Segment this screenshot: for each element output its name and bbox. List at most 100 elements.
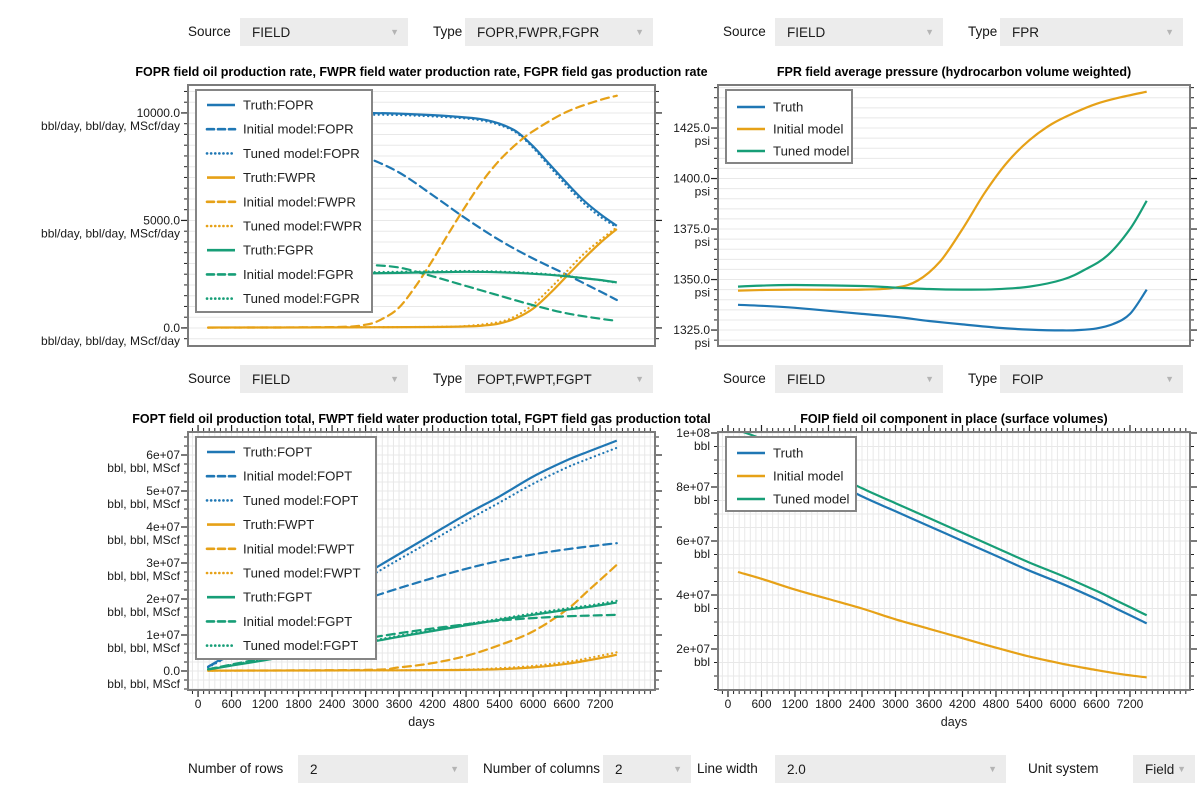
svg-text:1425.0: 1425.0 [673,121,710,135]
source-label-3: Source [188,371,231,386]
chevron-down-icon: ▼ [390,374,399,384]
svg-text:Truth: Truth [773,100,803,115]
type-select-4[interactable]: FOIP ▼ [1000,365,1183,393]
columns-select[interactable]: 2 ▼ [603,755,691,783]
svg-text:Initial model: Initial model [773,122,843,137]
svg-text:4200: 4200 [419,697,446,711]
svg-text:Truth:FGPR: Truth:FGPR [243,243,314,258]
type-select-2-value: FPR [1012,24,1039,40]
chevron-down-icon: ▼ [450,764,459,774]
source-select-3-value: FIELD [252,371,291,387]
svg-text:3000: 3000 [352,697,379,711]
svg-text:1375.0: 1375.0 [673,222,710,236]
svg-text:bbl: bbl [694,547,710,561]
source-select-2[interactable]: FIELD ▼ [775,18,943,46]
svg-text:2e+07: 2e+07 [676,642,710,656]
svg-text:3600: 3600 [386,697,413,711]
svg-text:Initial model:FOPT: Initial model:FOPT [243,469,352,484]
columns-select-value: 2 [615,761,623,777]
type-label-2: Type [968,24,998,39]
svg-text:psi: psi [695,134,710,148]
line-width-select[interactable]: 2.0 ▼ [775,755,1006,783]
chevron-down-icon: ▼ [635,374,644,384]
svg-text:1800: 1800 [815,697,842,711]
line-width-select-value: 2.0 [787,761,806,777]
unit-system-select-value: Field [1145,761,1175,777]
unit-system-select[interactable]: Field ▼ [1133,755,1195,783]
type-select-2[interactable]: FPR ▼ [1000,18,1183,46]
svg-text:days: days [408,715,434,729]
svg-text:6e+07: 6e+07 [146,448,180,462]
svg-text:Tuned model: Tuned model [773,492,850,507]
chevron-down-icon: ▼ [988,764,997,774]
chevron-down-icon: ▼ [390,27,399,37]
unit-system-label: Unit system [1028,761,1099,776]
svg-text:7200: 7200 [1117,697,1144,711]
source-select-3[interactable]: FIELD ▼ [240,365,408,393]
svg-text:Truth:FOPR: Truth:FOPR [243,98,314,113]
svg-text:Initial model:FGPR: Initial model:FGPR [243,267,354,282]
fpr-series [737,90,1148,332]
fopt-fwpt-fgpt-legend: Truth:FOPT Initial model:FOPT Tuned model:… [195,436,377,660]
svg-text:Tuned model:FOPR: Tuned model:FOPR [243,146,360,161]
source-select-4-value: FIELD [787,371,826,387]
rows-label: Number of rows [188,761,284,776]
svg-text:1e+07: 1e+07 [146,628,180,642]
svg-text:6000: 6000 [520,697,547,711]
type-select-1[interactable]: FOPR,FWPR,FGPR ▼ [465,18,653,46]
svg-text:Tuned model:FWPT: Tuned model:FWPT [243,566,361,581]
svg-text:600: 600 [222,697,242,711]
chevron-down-icon: ▼ [635,27,644,37]
svg-text:FOIP field oil component in pl: FOIP field oil component in place (surfa… [800,412,1107,426]
fpr-chart: 1425.0psi1400.0psi1375.0psi1350.0psi1325… [673,65,1197,350]
svg-text:Tuned model:FGPR: Tuned model:FGPR [243,291,360,306]
rows-select[interactable]: 2 ▼ [298,755,468,783]
svg-text:5e+07: 5e+07 [146,484,180,498]
type-label-4: Type [968,371,998,386]
columns-label: Number of columns [483,761,601,776]
type-select-4-value: FOIP [1012,371,1044,387]
svg-text:5000.0: 5000.0 [143,213,180,227]
source-select-1[interactable]: FIELD ▼ [240,18,408,46]
fopr-fwpr-fgpr-legend: Truth:FOPR Initial model:FOPR Tuned model:… [195,89,373,313]
svg-text:bbl, bbl, MScf: bbl, bbl, MScf [107,605,180,619]
svg-text:0: 0 [725,697,732,711]
chevron-down-icon: ▼ [1165,27,1174,37]
svg-text:2e+07: 2e+07 [146,592,180,606]
svg-text:bbl, bbl, MScf: bbl, bbl, MScf [107,641,180,655]
svg-text:3000: 3000 [882,697,909,711]
source-select-1-value: FIELD [252,24,291,40]
source-select-4[interactable]: FIELD ▼ [775,365,943,393]
type-select-3[interactable]: FOPT,FWPT,FGPT ▼ [465,365,653,393]
chevron-down-icon: ▼ [1165,374,1174,384]
line-width-label: Line width [697,761,758,776]
svg-text:bbl: bbl [694,655,710,669]
svg-text:1e+08: 1e+08 [676,426,710,440]
svg-text:4200: 4200 [949,697,976,711]
svg-text:FOPT field oil production tota: FOPT field oil production total, FWPT fi… [132,412,710,426]
svg-text:days: days [941,715,967,729]
svg-text:FPR field average pressure (hy: FPR field average pressure (hydrocarbon … [777,65,1131,79]
source-label-4: Source [723,371,766,386]
svg-text:Tuned model:FOPT: Tuned model:FOPT [243,493,358,508]
svg-text:FOPR field oil production rate: FOPR field oil production rate, FWPR fie… [135,65,707,79]
svg-text:4e+07: 4e+07 [676,588,710,602]
svg-text:2400: 2400 [849,697,876,711]
svg-text:600: 600 [751,697,771,711]
svg-text:1325.0: 1325.0 [673,323,710,337]
svg-text:1800: 1800 [285,697,312,711]
svg-text:Initial model:FGPT: Initial model:FGPT [243,614,352,629]
svg-text:1400.0: 1400.0 [673,172,710,186]
svg-text:bbl: bbl [694,493,710,507]
svg-text:Tuned model: Tuned model [773,144,850,159]
svg-text:psi: psi [695,235,710,249]
fopt-fwpt-fgpt-chart: 6e+07 bbl, bbl, MScf 5e+07 bbl, bbl, MScf 4e… [107,412,710,729]
svg-text:Truth:FOPT: Truth:FOPT [243,445,312,460]
svg-text:Truth:FGPT: Truth:FGPT [243,590,312,605]
svg-text:6600: 6600 [553,697,580,711]
source-label-2: Source [723,24,766,39]
svg-text:bbl: bbl [694,601,710,615]
svg-text:0: 0 [195,697,202,711]
chevron-down-icon: ▼ [925,27,934,37]
